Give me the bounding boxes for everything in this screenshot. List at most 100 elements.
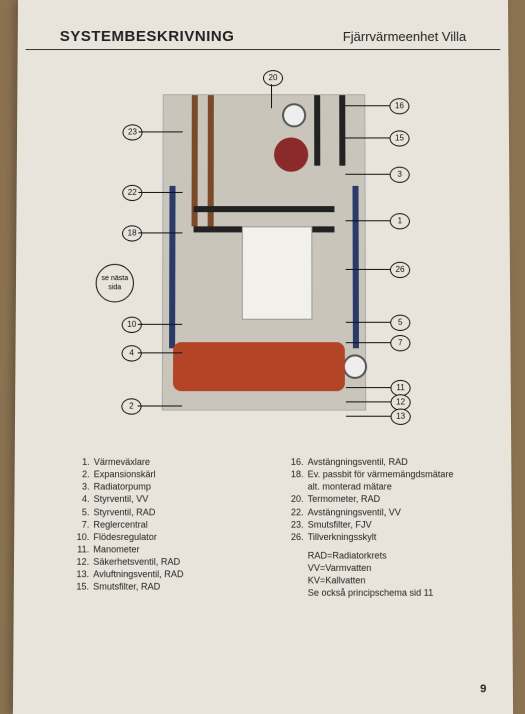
callout-16: 16 [389,98,409,114]
legend-column-2: 16. Avstängningsventil, RAD 18. Ev. passbit… [285,456,471,600]
callout-lead [346,416,391,417]
callout-bubble: 13 [390,409,410,425]
legend-num: 12. [71,556,89,569]
legend-column-1: 1. Värmeväxlare 2. Expansionskärl3.Radiator… [71,456,257,600]
legend-num: 4. [71,493,89,505]
legend-num: 2. [71,468,89,480]
callout-13: 13 [390,409,410,425]
callout-3: 3 [390,167,410,183]
legend-text: Tillverkningsskylt [308,531,377,544]
callout-lead [271,84,272,108]
legend-row: 5.Styrventil, RAD [71,506,257,518]
legend-num: 15. [71,581,89,594]
legend-text: Manometer [93,543,139,556]
legend-row: 23. Smutsfilter, FJV [285,518,471,531]
legend-num: 18. [285,468,303,480]
callout-26: 26 [390,262,410,278]
legend-text: Smutsfilter, FJV [308,518,372,531]
callout-lead [346,269,390,270]
legend-num: 11. [71,543,89,556]
callout-bubble: 20 [263,70,283,86]
document-page: SYSTEMBESKRIVNING Fjärrvärmeenhet Villa … [13,0,513,714]
legend-num: 7. [71,518,89,531]
callout-lead [138,324,182,325]
legend-text: Termometer, RAD [308,493,381,505]
callout-bubble: 3 [390,167,410,183]
callout-lead [346,322,390,323]
legend-text: Flödesregulator [93,531,157,544]
callout-lead [345,137,389,138]
legend-text: Smutsfilter, RAD [93,581,160,594]
legend-text: RAD=Radiatorkrets [308,549,387,562]
legend-text: Avstängningsventil, RAD [308,456,408,468]
legend-abbr: VV=Varmvatten [285,562,471,575]
legend-row: 20.Termometer, RAD [285,493,471,505]
callout-bubble: 1 [390,213,410,229]
manometer-gauge [343,354,367,378]
page-subtitle: Fjärrvärmeenhet Villa [343,29,467,44]
callout-lead [345,174,389,175]
callout-1: 1 [390,213,410,229]
legend-text: Expansionskärl [94,468,156,480]
legend-row: 3.Radiatorpump [71,481,257,493]
legend-text: Se också principschema sid 11 [308,587,434,600]
legend-num: 13. [71,568,89,581]
legend-text: Ev. passbit för värmemängdsmätare [308,468,454,480]
legend-text: Säkerhetsventil, RAD [93,556,180,569]
legend-row: 15. Smutsfilter, RAD [71,581,257,594]
callout-bubble: 26 [390,262,410,278]
legend-num: 23. [285,518,303,531]
note-text: se nästa sida [99,274,131,292]
unit-photo [162,94,366,410]
legend-abbr: KV=Kallvatten [285,574,471,587]
legend-num: 1. [71,456,89,468]
page-title: SYSTEMBESKRIVNING [60,28,235,45]
callout-20: 20 [263,70,283,86]
legend-row: 2. Expansionskärl [71,468,257,480]
callout-bubble: 7 [390,335,410,351]
callout-15: 15 [389,130,409,146]
legend-row: 4.Styrventil, VV [71,493,257,505]
legend-text: Reglercentral [93,518,147,531]
legend-row: 13.Avluftningsventil, RAD [71,568,257,581]
expansion-tank [173,342,345,391]
legend-text: Avstängningsventil, VV [308,506,401,518]
callout-lead [138,232,182,233]
legend-row: alt. monterad mätare [285,481,471,493]
legend-text: Värmeväxlare [94,456,150,468]
legend-abbr: Se också principschema sid 11 [285,587,471,600]
legend-num: 22. [285,506,303,518]
legend-text: KV=Kallvatten [308,574,366,587]
legend-num: 26. [285,531,303,544]
legend-num [285,481,303,493]
legend-row: 22. Avstängningsventil, VV [285,506,471,518]
legend-num: 5. [71,506,89,518]
frame-piece [352,186,358,348]
legend: 1. Värmeväxlare 2. Expansionskärl3.Radiator… [14,439,513,599]
callout-bubble: 5 [390,315,410,331]
legend-row: 18. Ev. passbit för värmemängdsmätare [285,468,471,480]
page-header: SYSTEMBESKRIVNING Fjärrvärmeenhet Villa [26,0,501,50]
legend-num: 16. [285,456,303,468]
legend-row: 12. Säkerhetsventil, RAD [71,556,257,569]
circulation-pump [274,137,308,171]
legend-row: 7. Reglercentral [71,518,257,531]
legend-row: 26. Tillverkningsskylt [285,531,471,544]
callout-lead [138,405,183,406]
callout-lead [346,220,390,221]
callout-bubble: 16 [389,98,409,114]
legend-text: Radiatorpump [94,481,151,493]
legend-row: 11. Manometer [71,543,257,556]
legend-row: 10.Flödesregulator [71,531,257,544]
system-diagram: se nästa sida 23221810421615312657111213… [91,64,435,439]
thermometer-gauge [282,103,306,127]
callout-lead [138,352,182,353]
see-next-page-note: se nästa sida [96,264,134,303]
callout-lead [346,401,391,402]
callout-5: 5 [390,315,410,331]
callout-lead [345,105,389,106]
callout-lead [346,342,390,343]
callout-lead [138,192,182,193]
pipe [314,95,320,165]
callout-lead [139,131,183,132]
